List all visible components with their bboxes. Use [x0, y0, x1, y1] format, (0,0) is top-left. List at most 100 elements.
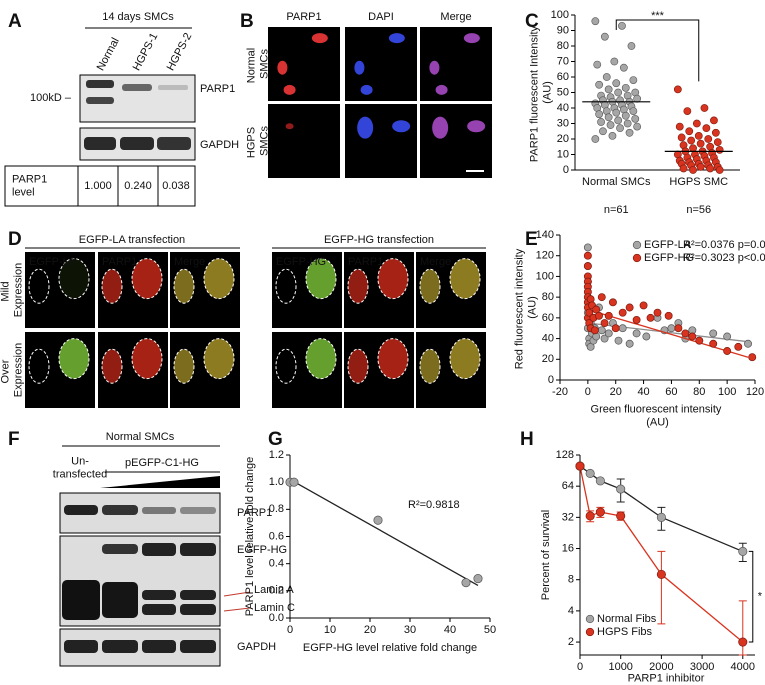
lane-label: Un-transfected	[53, 455, 107, 480]
y-tick-label: 4	[568, 605, 574, 617]
x-tick-label: 30	[404, 624, 416, 636]
nucleus	[101, 348, 123, 384]
point	[616, 124, 624, 133]
nucleus	[58, 258, 90, 300]
y-tick-label: 60	[542, 312, 554, 324]
band	[142, 604, 176, 615]
group-header: EGFP-LA transfection	[79, 234, 185, 246]
point	[289, 477, 299, 487]
band	[180, 640, 216, 653]
point	[597, 326, 606, 335]
x-tick-label: 20	[610, 386, 622, 398]
y-tick-label: 0	[563, 164, 569, 176]
column-header: PARP1	[286, 11, 321, 23]
band	[142, 640, 176, 653]
y-tick-label: 100	[551, 9, 569, 21]
point	[612, 108, 621, 117]
nucleus	[432, 116, 449, 139]
point	[632, 329, 641, 338]
band	[102, 582, 138, 618]
nucleus	[429, 60, 440, 75]
nucleus	[275, 268, 297, 304]
point	[685, 127, 694, 136]
point	[614, 336, 623, 345]
panel-label: C	[525, 11, 539, 32]
x-axis-label: EGFP-HG level relative fold change	[303, 642, 477, 654]
x-tick-label: 120	[746, 386, 764, 398]
point	[700, 104, 709, 112]
point	[667, 324, 676, 333]
y-tick-label: 128	[556, 449, 574, 461]
fit-line	[587, 308, 749, 358]
legend-stats: R²=0.3023 p<0.0001	[683, 252, 765, 264]
point	[597, 118, 605, 126]
band	[102, 505, 138, 515]
x-tick-label: 50	[484, 624, 496, 636]
point	[583, 251, 592, 260]
point	[625, 339, 634, 348]
annotation: R²=0.9818	[408, 499, 460, 511]
point	[688, 332, 697, 341]
band-label: PARP1	[200, 83, 235, 95]
micrograph	[268, 104, 340, 178]
band-label: Lamin C	[254, 602, 295, 614]
point	[677, 133, 686, 142]
point	[694, 131, 703, 140]
y-tick-label: 1.0	[269, 476, 284, 488]
y-tick-label: 10	[557, 148, 569, 160]
point	[604, 311, 613, 320]
point	[709, 339, 718, 348]
nucleus	[283, 84, 296, 95]
legend-label: EGFP-HG	[644, 252, 694, 264]
nucleus	[203, 338, 235, 380]
lane-label: Normal	[95, 36, 122, 73]
point	[611, 324, 620, 333]
point	[646, 313, 655, 322]
y-axis-label: Red fluorescent intensity (AU)	[513, 246, 538, 370]
lane-label: HGPS-1	[131, 31, 161, 73]
point	[710, 116, 718, 125]
y-tick-label: 2	[568, 636, 574, 648]
y-tick-label: 30	[557, 117, 569, 129]
point	[616, 511, 626, 521]
nucleus	[173, 268, 195, 304]
y-tick-label: 16	[562, 542, 574, 554]
image-label: PARP1	[348, 256, 383, 268]
point	[653, 308, 662, 317]
point	[738, 546, 748, 556]
nucleus	[305, 258, 337, 300]
point	[738, 637, 748, 647]
image-label: PARP1	[102, 256, 137, 268]
image-label: EGFP-HG	[276, 256, 326, 268]
point	[604, 329, 613, 338]
point	[706, 164, 715, 173]
point	[696, 139, 705, 148]
row-label: Mild Expression	[0, 263, 24, 317]
band	[142, 543, 176, 556]
y-tick-label: 32	[562, 511, 574, 523]
point	[723, 347, 732, 355]
point	[631, 114, 640, 123]
y-tick-label: 20	[542, 353, 554, 365]
y-tick-label: 80	[557, 40, 569, 52]
error-bar	[657, 550, 666, 625]
band	[62, 580, 100, 620]
point	[619, 63, 628, 72]
point	[373, 515, 383, 525]
y-tick-label: 90	[557, 24, 569, 36]
point	[590, 326, 599, 335]
point	[585, 468, 595, 478]
point	[639, 301, 648, 310]
band	[180, 604, 216, 615]
nucleus	[347, 268, 369, 304]
nucleus	[388, 33, 405, 44]
x-axis-label: PARP1 inhibitor (nM)	[628, 672, 708, 685]
point	[585, 511, 595, 521]
y-axis-label-group: PARP1 level relative fold change	[244, 457, 256, 616]
band	[122, 84, 152, 91]
point	[744, 339, 752, 348]
x-tick-label: 4000	[731, 661, 755, 673]
point	[600, 319, 609, 327]
band-label: PARP1	[237, 507, 272, 519]
